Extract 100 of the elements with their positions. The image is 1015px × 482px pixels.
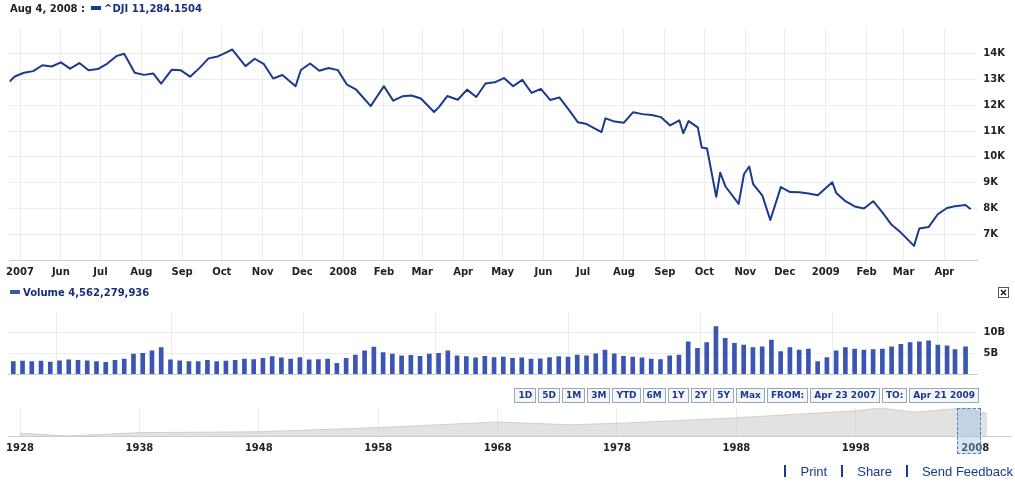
bar: [843, 347, 848, 374]
y-tick-label: 10B: [983, 326, 1006, 338]
bar: [362, 350, 367, 374]
bar: [584, 355, 589, 374]
x-tick-label: Aug: [612, 265, 635, 277]
bar: [741, 344, 747, 374]
x-tick-label: Jul: [574, 265, 591, 277]
legend-label: ^DJI 11,284.1504: [104, 2, 202, 14]
x-tick-label: 2008: [961, 441, 990, 453]
bar: [436, 353, 441, 374]
bar: [158, 347, 164, 374]
x-tick-label: Nov: [734, 265, 757, 277]
chart-title: Aug 4, 2008 :: [10, 2, 86, 14]
x-tick-label: Jun: [50, 265, 70, 277]
bar: [66, 359, 72, 374]
bar: [316, 359, 321, 374]
bar: [214, 361, 220, 374]
bar: [279, 357, 284, 374]
x-tick-label: Feb: [856, 265, 877, 277]
bar: [445, 350, 451, 374]
x-tick-label: Feb: [373, 265, 395, 277]
x-tick-label: 1978: [603, 441, 631, 453]
text: 1Y: [667, 387, 689, 403]
x-tick-label: Sep: [171, 265, 193, 277]
bar: [963, 346, 968, 374]
text: 1D: [514, 387, 537, 403]
text: Share: [857, 463, 892, 479]
y-tick-label: 11K: [983, 124, 1007, 136]
y-tick-label: 9K: [983, 176, 1000, 188]
bar: [556, 356, 562, 374]
bar: [399, 355, 404, 374]
bar: [648, 358, 654, 374]
bar: [537, 358, 543, 374]
x-tick-label: Mar: [892, 265, 915, 277]
x-tick-label: 1968: [483, 441, 512, 453]
bar: [685, 341, 691, 374]
bar: [611, 353, 617, 374]
bar: [325, 358, 330, 374]
x-tick-label: Jun: [533, 265, 553, 277]
x-tick-label: Oct: [694, 265, 715, 277]
x-tick-label: Jul: [92, 265, 108, 277]
x-tick-label: Nov: [251, 265, 274, 277]
text: 3M: [587, 387, 611, 403]
bar: [732, 343, 737, 374]
bar: [232, 360, 238, 374]
x-tick-label: Oct: [212, 265, 232, 277]
bar: [390, 353, 395, 374]
bar: [759, 346, 765, 374]
y-tick-label: 12K: [983, 98, 1007, 110]
legend-label: Volume 4,562,279,936: [23, 286, 150, 298]
bar: [427, 353, 432, 374]
x-tick-label: 1938: [125, 441, 154, 453]
bar: [510, 357, 515, 374]
bar: [926, 340, 931, 374]
x-tick-label: 1948: [244, 441, 273, 453]
x-tick-label: 2008: [329, 265, 358, 277]
text: 2Y: [690, 387, 712, 403]
bar: [47, 361, 53, 374]
x-tick-label: 1998: [841, 441, 870, 453]
bar: [722, 338, 728, 374]
text: FROM:: [766, 387, 809, 403]
bar: [769, 339, 774, 374]
text: Print: [800, 463, 828, 479]
bar: [806, 348, 811, 374]
x-tick-label: Apr: [453, 265, 474, 277]
bar: [815, 361, 820, 374]
text: Send Feedback: [921, 463, 1013, 479]
text: 5Y: [713, 387, 735, 403]
bar: [658, 359, 663, 374]
x-tick-label: Aug: [130, 265, 153, 277]
x-tick-label: Mar: [411, 265, 434, 277]
bar: [852, 348, 857, 374]
bar: [695, 348, 700, 374]
bar: [57, 360, 62, 374]
bar: [140, 353, 146, 374]
bar: [20, 360, 25, 374]
bar: [482, 355, 488, 374]
bar: [917, 341, 922, 374]
bar: [574, 354, 580, 374]
y-tick-label: 7K: [983, 227, 1000, 239]
text: YTD: [612, 387, 641, 403]
text: Apr 21 2009: [909, 387, 979, 403]
y-tick-label: 13K: [983, 73, 1007, 85]
bar: [667, 355, 673, 374]
bar: [880, 348, 885, 374]
x-tick-label: Dec: [774, 265, 796, 277]
x-tick-label: 1988: [722, 441, 751, 453]
bar: [704, 342, 710, 374]
bar: [29, 361, 35, 374]
bar: [121, 358, 127, 374]
bar: [500, 356, 506, 374]
bar: [288, 358, 293, 374]
bar: [251, 359, 256, 374]
bar: [205, 360, 210, 374]
x-tick-label: 2009: [811, 265, 840, 277]
y-tick-label: 14K: [983, 47, 1007, 59]
bar: [593, 353, 599, 374]
bar: [103, 362, 109, 374]
y-tick-label: 8K: [983, 202, 1000, 214]
bar: [177, 360, 183, 374]
